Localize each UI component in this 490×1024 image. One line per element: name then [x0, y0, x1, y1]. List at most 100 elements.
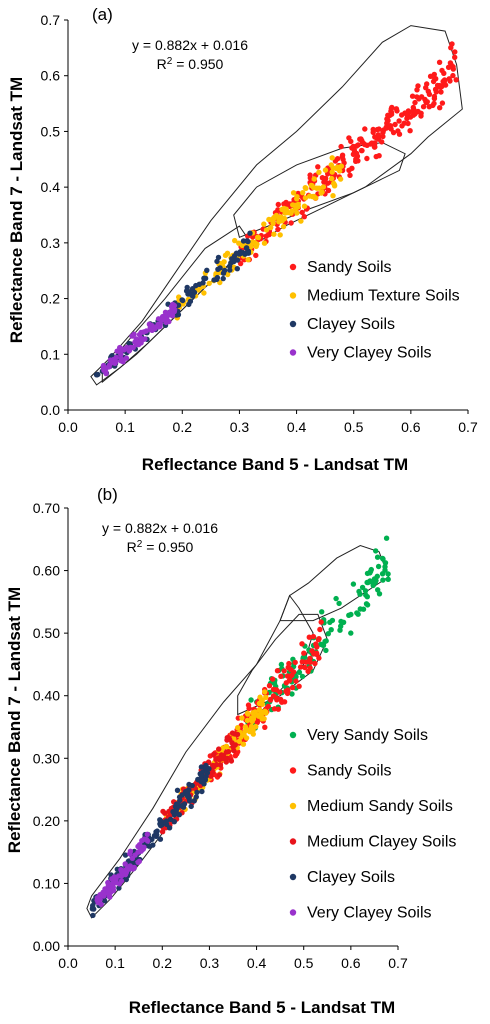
- panel-a-point: [418, 94, 425, 100]
- panel-b-point: [261, 716, 267, 722]
- panel-b-point: [283, 688, 289, 694]
- panel-a-point: [232, 237, 238, 244]
- panel-a-legend-marker: [289, 263, 297, 271]
- panel-b-label: (b): [97, 485, 118, 504]
- panel-b-point: [305, 668, 311, 675]
- panel-a-point: [374, 126, 380, 133]
- panel-a-point: [396, 118, 402, 124]
- panel-a-point: [357, 136, 363, 142]
- panel-b-point: [198, 764, 205, 770]
- panel-a-point: [420, 104, 427, 110]
- panel-b-point: [123, 876, 129, 883]
- panel-a-point: [261, 240, 268, 246]
- panel-b-point: [256, 700, 263, 707]
- panel-a-point: [187, 298, 194, 305]
- panel-b-point: [328, 627, 334, 633]
- panel-b-point: [166, 825, 173, 831]
- panel-b-point: [363, 601, 370, 607]
- panel-b-point: [348, 630, 354, 636]
- panel-b-legend-label: Medium Sandy Soils: [307, 798, 453, 815]
- panel-b-point: [163, 818, 170, 824]
- panel-a-point: [437, 105, 443, 111]
- panel-a-point: [453, 77, 459, 83]
- panel-a-point: [316, 169, 322, 175]
- panel-b-point: [302, 664, 308, 671]
- panel-b-point: [101, 892, 107, 898]
- panel-a-point: [350, 151, 357, 157]
- panel-b-point: [220, 755, 227, 762]
- panel-a-point: [288, 220, 294, 226]
- panel-b-cluster-outline: [279, 544, 390, 622]
- panel-b-point: [262, 724, 268, 730]
- panel-a-point: [409, 93, 416, 99]
- panel-b-point: [116, 881, 123, 887]
- panel-a-point: [253, 243, 259, 250]
- panel-b-point: [248, 697, 254, 703]
- panel-a-point: [142, 336, 148, 342]
- panel-b-point: [180, 804, 187, 810]
- panel-a-point: [225, 271, 231, 278]
- panel-a-point: [349, 145, 355, 151]
- panel-a-point: [282, 210, 288, 216]
- panel-b-point: [232, 742, 238, 748]
- panel-a-point: [445, 64, 452, 71]
- panel-a-point: [307, 172, 313, 178]
- panel-b-point: [250, 716, 257, 722]
- panel-b-point: [144, 831, 150, 837]
- panel-b-legend-label: Sandy Soils: [307, 763, 392, 780]
- panel-a-point: [364, 155, 370, 162]
- panel-a-y-tick-label: 0.7: [41, 12, 61, 28]
- panel-b-point: [319, 609, 325, 615]
- panel-a-point: [447, 78, 453, 84]
- panel-a-point: [103, 370, 109, 377]
- panel-b-point: [89, 906, 96, 912]
- panel-a-y-tick-label: 0.0: [41, 402, 61, 418]
- panel-b-point: [385, 571, 391, 577]
- panel-b-point: [357, 591, 363, 597]
- panel-a-point: [450, 64, 456, 70]
- panel-a-point: [289, 208, 295, 214]
- panel-a-point: [376, 153, 382, 159]
- panel-a-point: [253, 252, 259, 259]
- panel-b-x-tick-label: 0.4: [247, 955, 267, 971]
- panel-b-point: [270, 676, 276, 682]
- panel-a-point: [311, 176, 317, 182]
- panel-b-point: [106, 893, 113, 900]
- panel-b-point: [157, 817, 163, 823]
- panel-a-point: [169, 313, 176, 319]
- panel-b-point: [267, 697, 274, 703]
- panel-a-point: [346, 167, 352, 173]
- panel-a-point: [211, 277, 217, 283]
- panel-b-point: [367, 578, 373, 584]
- panel-a-point: [138, 340, 144, 346]
- panel-b-point: [228, 758, 235, 764]
- panel-a-point: [114, 348, 120, 354]
- panel-a-point: [355, 142, 361, 148]
- panel-b-x-axis-label: Reflectance Band 5 - Landsat TM: [129, 998, 395, 1017]
- panel-a-point: [424, 99, 430, 105]
- panel-a-point: [294, 210, 300, 216]
- panel-b-point: [376, 591, 383, 597]
- panel-a-point: [123, 355, 130, 361]
- panel-a-label: (a): [92, 5, 113, 24]
- panel-a-x-tick-label: 0.7: [458, 419, 478, 435]
- panel-b-point: [159, 829, 166, 835]
- panel-b-point: [111, 874, 118, 880]
- panel-b-point: [275, 706, 281, 712]
- panel-a-point: [340, 156, 346, 163]
- panel-a-point: [109, 359, 115, 366]
- panel-b-point: [105, 887, 112, 893]
- panel-b-y-tick-label: 0.70: [33, 500, 60, 516]
- panel-a-point: [346, 135, 352, 141]
- panel-b-point: [211, 751, 217, 757]
- panel-b-y-tick-label: 0.00: [33, 938, 60, 954]
- panel-a-point: [379, 139, 385, 145]
- panel-a-legend-marker: [289, 292, 297, 299]
- panel-a-point: [331, 183, 338, 189]
- panel-a-point: [126, 348, 132, 354]
- panel-b-point: [289, 691, 295, 697]
- panel-a-point: [426, 91, 433, 98]
- panel-b-point: [301, 650, 307, 656]
- panel-a-point: [290, 190, 297, 196]
- panel-a-point: [334, 164, 341, 170]
